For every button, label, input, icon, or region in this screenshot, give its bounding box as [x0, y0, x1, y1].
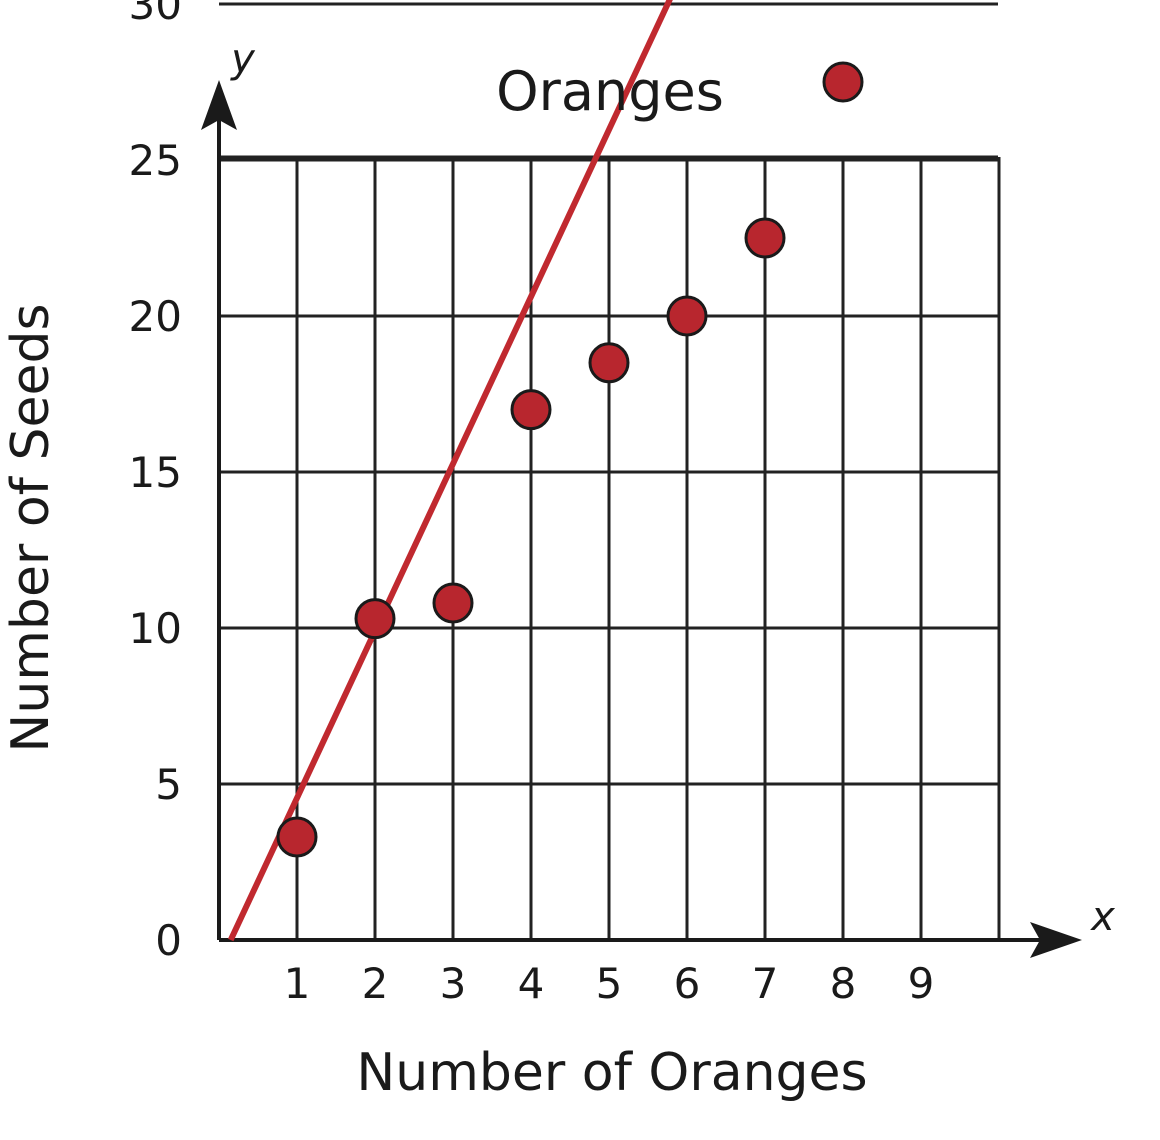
- data-point: [666, 295, 708, 337]
- data-point: [432, 582, 474, 624]
- y-axis-variable: y: [230, 36, 256, 82]
- y-tick-label: 0: [155, 916, 182, 965]
- trend-line: [227, 0, 673, 942]
- x-tick-label: 7: [752, 959, 779, 1008]
- x-axis-arrow: [1030, 922, 1082, 958]
- trend-line-group: [227, 0, 673, 942]
- y-axis-title: Number of Seeds: [1, 303, 61, 752]
- data-point: [822, 61, 864, 103]
- x-tick-label: 2: [362, 959, 389, 1008]
- x-tick-label: 9: [908, 959, 935, 1008]
- data-point: [354, 598, 396, 640]
- x-tick-label: 4: [518, 959, 545, 1008]
- y-tick-label: 20: [129, 292, 182, 341]
- x-axis-variable: x: [1089, 894, 1115, 940]
- x-tick-label: 6: [674, 959, 701, 1008]
- x-tick-label: 3: [440, 959, 467, 1008]
- x-axis-title: Number of Oranges: [356, 1043, 867, 1103]
- y-tick-label: 15: [129, 448, 182, 497]
- data-point: [588, 342, 630, 384]
- x-tick-label: 8: [830, 959, 857, 1008]
- y-tick-label: 25: [129, 136, 182, 185]
- tick-labels: 123456789051015202530354045: [129, 0, 935, 1008]
- chart-title: Oranges: [496, 60, 724, 123]
- data-points: [276, 61, 864, 858]
- axes: [201, 80, 1082, 958]
- y-tick-label: 30: [129, 0, 182, 29]
- data-point: [510, 389, 552, 431]
- grid: [219, 2, 1001, 940]
- data-point: [276, 816, 318, 858]
- data-point: [744, 217, 786, 259]
- y-tick-label: 5: [155, 760, 182, 809]
- y-axis-arrow: [201, 80, 237, 130]
- y-tick-label: 10: [129, 604, 182, 653]
- x-tick-label: 1: [284, 959, 311, 1008]
- x-tick-label: 5: [596, 959, 623, 1008]
